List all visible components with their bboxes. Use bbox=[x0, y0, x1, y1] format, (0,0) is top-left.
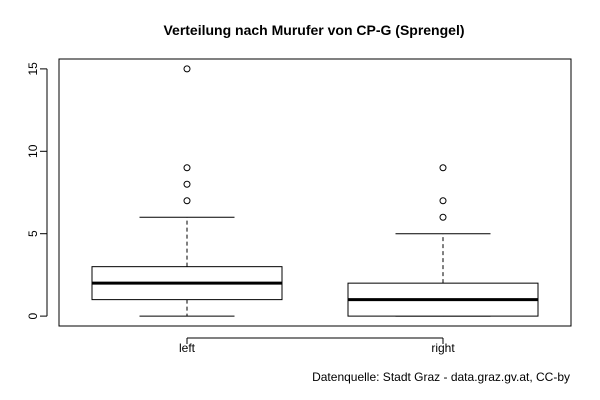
outlier-point bbox=[183, 180, 191, 188]
y-tick-label: 5 bbox=[26, 230, 40, 237]
chart-title: Verteilung nach Murufer von CP-G (Spreng… bbox=[163, 22, 464, 38]
plot-frame bbox=[58, 58, 572, 327]
y-axis-ticks: 0 5 10 15 bbox=[26, 62, 47, 319]
outlier-point bbox=[439, 213, 447, 221]
y-tick-label: 10 bbox=[26, 144, 40, 158]
outlier-point bbox=[439, 164, 447, 172]
outlier-point bbox=[183, 164, 191, 172]
source-note: Datenquelle: Stadt Graz - data.graz.gv.a… bbox=[312, 370, 570, 384]
x-tick-label: right bbox=[431, 341, 455, 355]
y-tick-label: 0 bbox=[26, 312, 40, 319]
boxplot-series bbox=[91, 65, 539, 317]
x-tick-label: left bbox=[179, 341, 196, 355]
outlier-point bbox=[183, 197, 191, 205]
box-left bbox=[91, 65, 283, 317]
outlier-point bbox=[183, 65, 191, 73]
outlier-point bbox=[439, 197, 447, 205]
y-tick-label: 15 bbox=[26, 62, 40, 76]
x-axis-ticks: left right bbox=[179, 338, 455, 355]
box-right bbox=[347, 164, 539, 317]
